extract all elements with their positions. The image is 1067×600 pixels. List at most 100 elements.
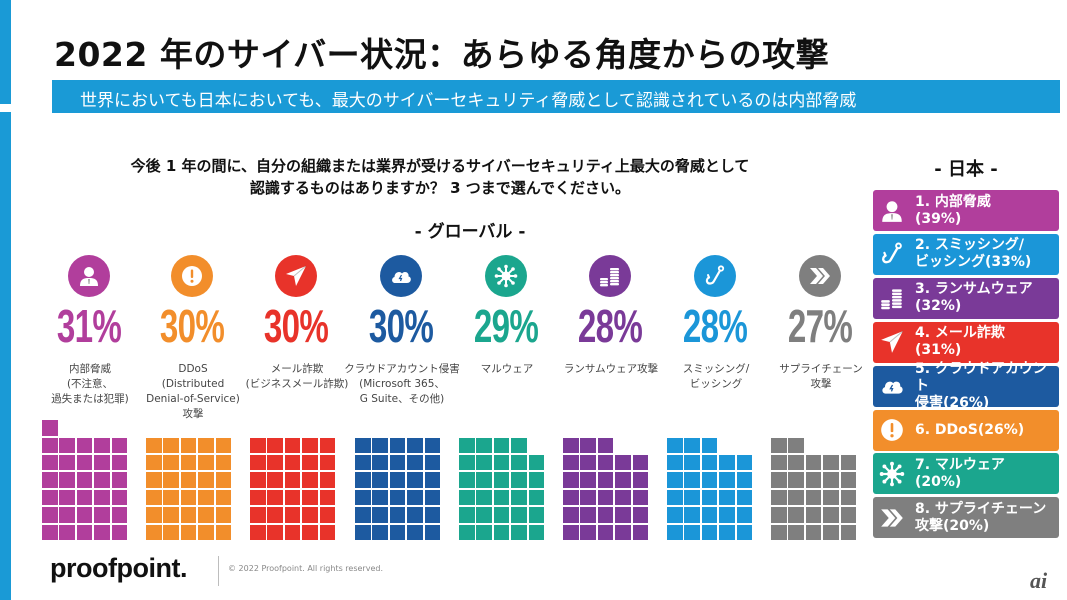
virus-icon <box>873 453 911 494</box>
waffle-cell <box>771 454 787 471</box>
japan-rank-line-1: 1. 内部脅威 <box>915 193 991 210</box>
waffle-cell <box>788 507 804 523</box>
question-line-2: 認識するものはありますか？ 3 つまで選んでください。 <box>249 179 631 197</box>
waffle-cell <box>372 524 388 540</box>
waffle-cell <box>476 524 492 540</box>
waffle-cell <box>667 472 683 488</box>
waffle-cell <box>667 507 683 523</box>
hook-icon <box>873 234 911 275</box>
japan-rank-card: 5. クラウドアカウント 侵害(26%) <box>873 361 1059 411</box>
category-label-line: クラウドアカウント侵害 <box>344 363 460 375</box>
waffle-cell <box>267 437 283 453</box>
japan-rank-line-2: (20%) <box>915 473 962 490</box>
japan-rank-card: 8. サプライチェーン 攻撃(20%) <box>873 497 1059 539</box>
waffle-cell <box>267 454 283 471</box>
waffle-cell <box>250 489 266 506</box>
waffle-cell <box>355 507 371 523</box>
waffle-cell <box>771 524 787 540</box>
waffle-cell <box>684 437 700 453</box>
waffle-cell <box>319 472 336 488</box>
waffle-cell <box>511 489 527 506</box>
waffle-cell <box>476 437 492 453</box>
waffle-cell <box>302 437 318 453</box>
percent-value: 28% <box>577 300 643 352</box>
waffle-cell <box>459 507 475 523</box>
waffle-cell <box>684 489 700 506</box>
waffle-cell <box>719 524 735 540</box>
waffle-cell <box>407 437 423 453</box>
waffle-cell <box>250 524 266 540</box>
waffle-cell <box>319 454 336 471</box>
waffle-cell <box>528 454 545 471</box>
japan-rank-line-2: (31%) <box>915 342 962 359</box>
waffle-cell <box>42 524 58 540</box>
percent-value: 31% <box>56 300 122 352</box>
waffle-cell <box>302 524 318 540</box>
category-label: マルウェア <box>437 362 577 377</box>
waffle-cell <box>493 507 510 523</box>
waffle-cell <box>94 524 110 540</box>
waffle-cell <box>493 437 510 453</box>
waffle-cell <box>476 472 492 488</box>
waffle-cell <box>771 437 787 453</box>
waffle-cell <box>840 524 857 540</box>
waffle-cell <box>771 489 787 506</box>
waffle-cell <box>180 454 197 471</box>
waffle-cell <box>701 454 718 471</box>
waffle-cell <box>284 472 301 488</box>
waffle-cell <box>372 507 388 523</box>
waffle-cell <box>250 454 266 471</box>
exclamation-icon <box>873 410 911 451</box>
waffle-cell <box>667 489 683 506</box>
waffle-cell <box>146 489 162 506</box>
waffle-cell <box>355 524 371 540</box>
waffle-cell <box>111 507 128 523</box>
waffle-cell <box>632 524 649 540</box>
category-label-line: スミッシング/ <box>682 363 750 375</box>
virus-icon <box>485 255 527 297</box>
waffle-cell <box>146 437 162 453</box>
waffle-cell <box>59 472 75 488</box>
waffle-cell <box>215 472 232 488</box>
waffle-cell <box>459 454 475 471</box>
waffle-cell <box>528 489 545 506</box>
category-label: クラウドアカウント侵害 (Microsoft 365、 G Suite、その他) <box>332 362 472 407</box>
waffle-cell <box>840 489 857 506</box>
waffle-cell <box>407 507 423 523</box>
cloud-icon <box>380 255 422 297</box>
waffle-cell <box>94 472 110 488</box>
category-label-line: ビッシング <box>689 378 743 390</box>
waffle-cell <box>511 507 527 523</box>
waffle-cell <box>407 489 423 506</box>
waffle-cell <box>111 472 128 488</box>
waffle-cell <box>788 489 804 506</box>
waffle-cell <box>563 524 579 540</box>
category-label-line: G Suite、その他) <box>359 393 445 405</box>
waffle-cell <box>771 507 787 523</box>
waffle-cell <box>788 437 804 453</box>
percent-value: 29% <box>473 300 539 352</box>
waffle-cell <box>459 524 475 540</box>
waffle-cell <box>424 489 441 506</box>
question-line-1: 今後 1 年の間に、自分の組織または業界が受けるサイバーセキュリティ上最大の脅威… <box>130 157 750 175</box>
slide-title: 2022 年のサイバー状況：あらゆる角度からの攻撃 <box>54 35 830 74</box>
japan-rank-line-2: 攻撃(20%) <box>915 517 990 534</box>
japan-rank-line-2: ビッシング(33%) <box>915 254 1032 271</box>
waffle-cell <box>215 437 232 453</box>
waffle-cell <box>805 454 822 471</box>
waffle-cell <box>823 524 839 540</box>
waffle-cell <box>597 437 614 453</box>
waffle-cell <box>788 472 804 488</box>
waffle-cell <box>615 507 631 523</box>
waffle-cell <box>267 472 283 488</box>
category-label-line: (不注意、 <box>66 378 114 390</box>
waffle-cell <box>424 524 441 540</box>
waffle-cell <box>701 489 718 506</box>
edge-accent-bar-bottom <box>0 112 11 600</box>
waffle-cell <box>719 489 735 506</box>
waffle-cell <box>163 489 179 506</box>
waffle-cell <box>459 472 475 488</box>
waffle-cell <box>372 472 388 488</box>
waffle-cell <box>632 507 649 523</box>
waffle-cell <box>389 489 406 506</box>
